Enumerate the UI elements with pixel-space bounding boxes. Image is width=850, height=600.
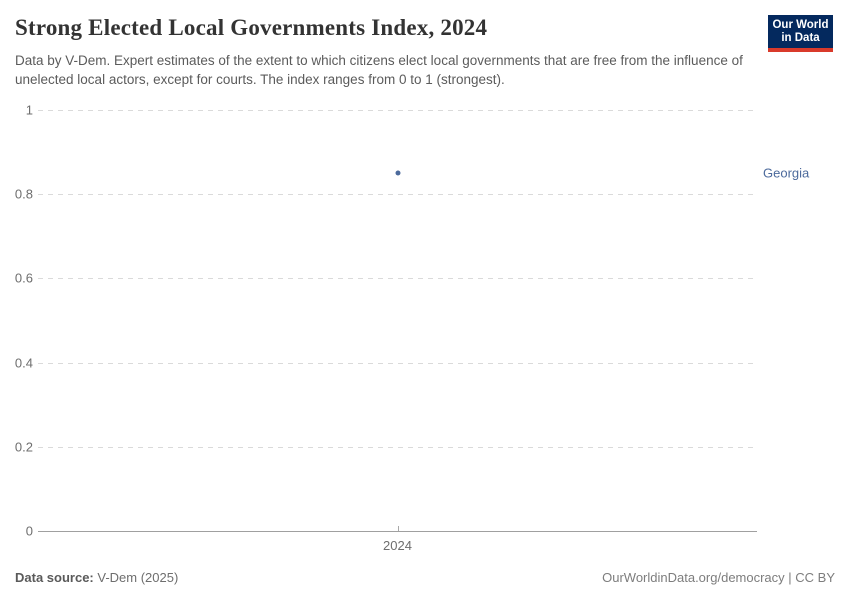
owid-logo-line1: Our World [772,19,829,31]
y-gridline-0.6 [38,278,757,280]
y-tick-label-0.2: 0.2 [14,439,33,455]
y-gridline-1 [38,110,757,111]
y-tick-label-1: 1 [25,102,33,118]
x-axis-line [38,531,757,532]
chart-footer: Data source: V-Dem (2025) OurWorldinData… [15,570,835,585]
owid-logo-box: Our World in Data [768,15,833,48]
y-tick-label-0: 0 [25,523,33,539]
y-gridline-0.2 [38,446,757,448]
owid-logo-line2: in Data [781,32,820,44]
data-source: Data source: V-Dem (2025) [15,570,178,585]
data-source-value: V-Dem (2025) [97,570,179,585]
y-tick-label-0.6: 0.6 [14,270,33,286]
entity-label-georgia[interactable]: Georgia [763,165,810,181]
y-gridline-0.4 [38,362,757,364]
data-source-label: Data source: [15,570,94,585]
owid-logo[interactable]: Our World in Data [768,15,833,52]
x-tick-label: 2024 [383,538,412,553]
y-tick-label-0.4: 0.4 [14,355,33,371]
chart-subtitle: Data by V-Dem. Expert estimates of the e… [15,52,743,87]
y-tick-label-0.8: 0.8 [14,186,33,202]
page-title: Strong Elected Local Governments Index, … [15,15,488,40]
data-point-georgia[interactable] [395,170,400,176]
credit-link[interactable]: OurWorldinData.org/democracy | CC BY [602,570,835,585]
x-axis-tick [397,526,399,531]
owid-logo-red-bar [768,48,833,52]
y-gridline-0.8 [38,194,757,196]
chart-header: Strong Elected Local Governments Index, … [15,14,760,89]
